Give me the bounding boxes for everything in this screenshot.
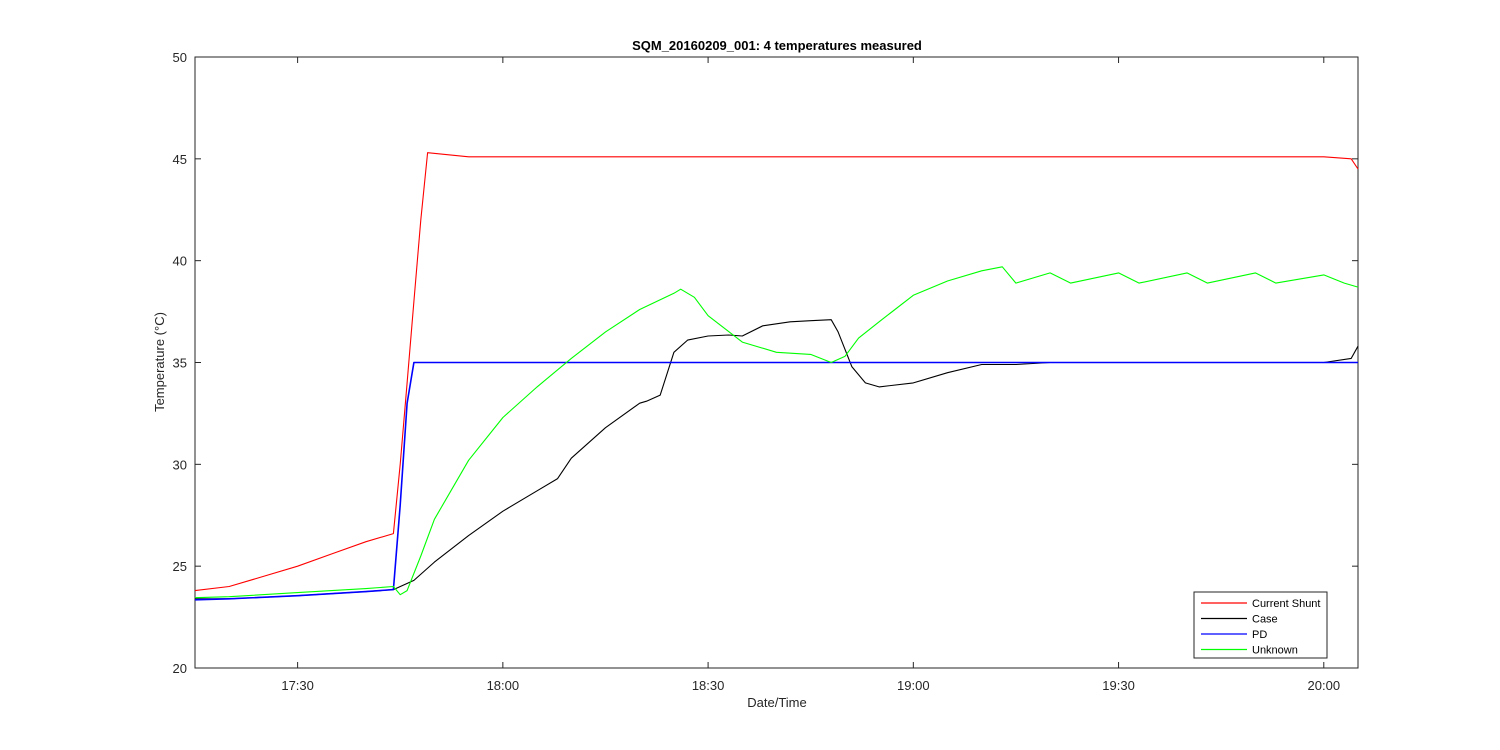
legend-label-pd: PD xyxy=(1252,629,1267,641)
legend-label-case: Case xyxy=(1252,614,1278,626)
series-layer xyxy=(194,152,1359,601)
series-line-case xyxy=(195,319,1359,600)
y-axis-title: Temperature (°C) xyxy=(152,312,167,412)
x-tick-label: 18:00 xyxy=(487,678,520,693)
y-tick-label: 30 xyxy=(173,457,187,472)
series-line-pd xyxy=(194,361,1358,601)
x-tick-label: 18:30 xyxy=(692,678,725,693)
series-line-current-shunt xyxy=(194,152,1359,592)
y-tick-label: 50 xyxy=(173,50,187,65)
x-tick-label: 20:00 xyxy=(1308,678,1341,693)
legend-label-current-shunt: Current Shunt xyxy=(1252,598,1320,610)
y-tick-label: 20 xyxy=(173,661,187,676)
y-tick-label: 35 xyxy=(173,356,187,371)
x-tick-label: 19:00 xyxy=(897,678,930,693)
x-axis-title: Date/Time xyxy=(747,695,806,710)
x-tick-label: 19:30 xyxy=(1102,678,1135,693)
y-tick-label: 45 xyxy=(173,152,187,167)
chart-title: SQM_20160209_001: 4 temperatures measure… xyxy=(632,38,922,53)
legend-label-unknown: Unknown xyxy=(1252,645,1298,657)
y-tick-label: 40 xyxy=(173,254,187,269)
series-line-unknown xyxy=(194,266,1359,599)
x-tick-label: 17:30 xyxy=(281,678,314,693)
axis-ticks: 17:30 18:00 18:30 19:00 19:30 20:00 20 25 30 35 40… xyxy=(173,50,1358,693)
y-tick-label: 25 xyxy=(173,559,187,574)
legend: Current Shunt Case PD Unknown xyxy=(1193,591,1328,659)
